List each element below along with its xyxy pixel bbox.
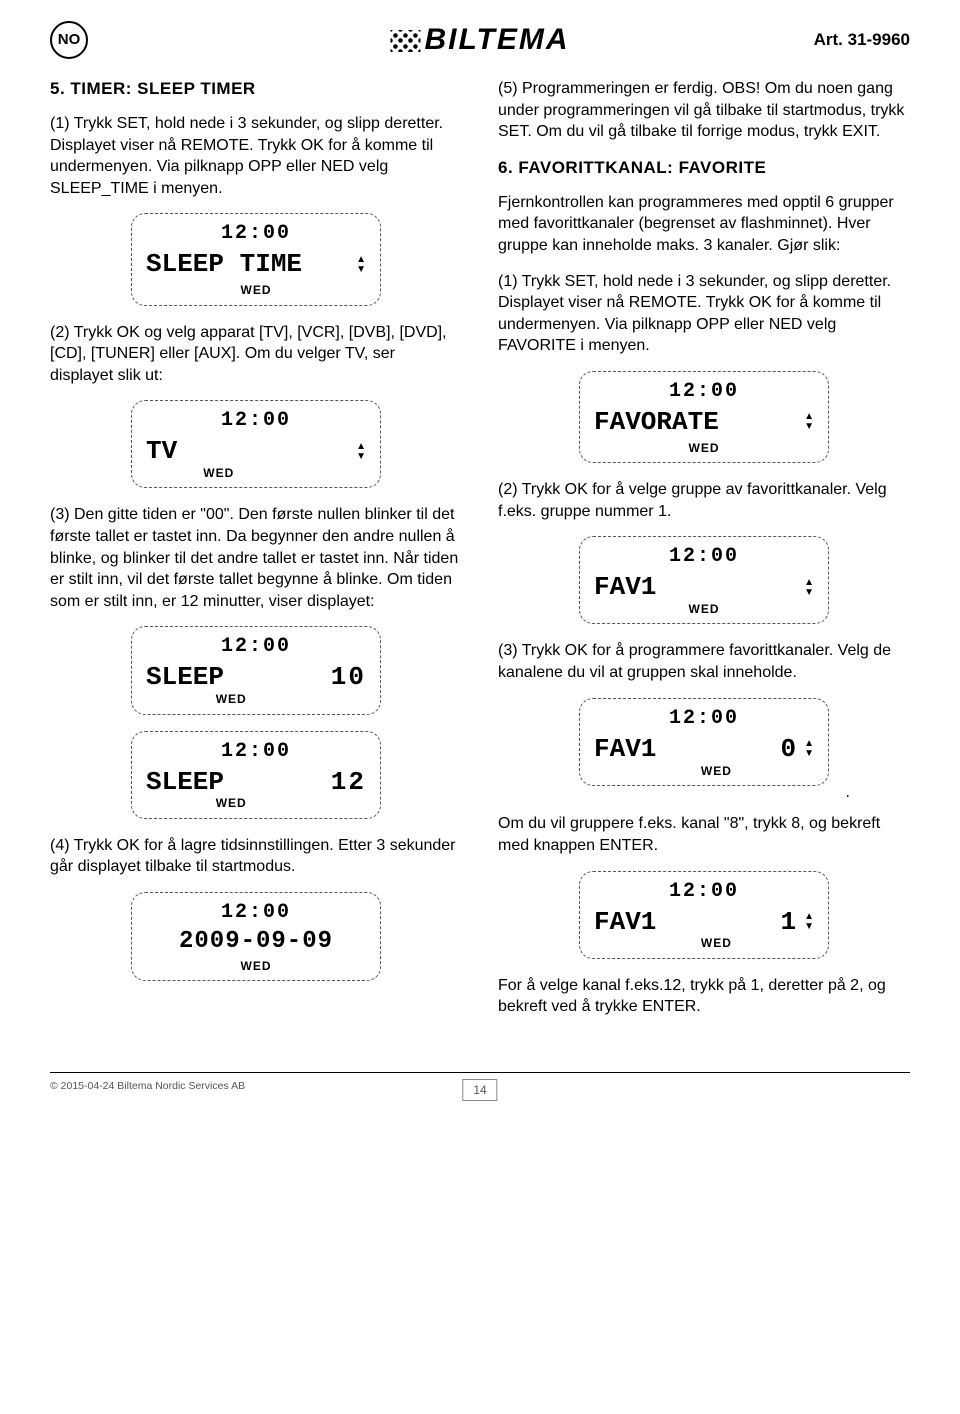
right-enter-note: Om du vil gruppere f.eks. kanal "8", try…	[498, 813, 910, 856]
lcd-time: 12:00	[146, 899, 366, 926]
lcd-day: WED	[146, 958, 366, 974]
logo-dots-icon	[390, 30, 420, 52]
lcd-time: 12:00	[146, 407, 366, 434]
lcd-time: 12:00	[146, 633, 366, 660]
lcd-main-text: SLEEP TIME	[146, 247, 302, 282]
lcd-day: WED	[689, 601, 720, 617]
updown-arrows-icon: ▲ ▼	[804, 739, 814, 759]
lcd-main-left: SLEEP	[146, 765, 224, 800]
lcd-main-left: FAV1	[594, 905, 656, 940]
right-column: (5) Programmeringen er ferdig. OBS! Om d…	[498, 78, 910, 1032]
updown-arrows-icon: ▲ ▼	[356, 442, 366, 462]
lcd-day: WED	[146, 282, 366, 298]
right-step-2: (2) Trykk OK for å velge gruppe av favor…	[498, 479, 910, 522]
brand-logo: BILTEMA	[390, 20, 569, 61]
copyright-text: © 2015-04-24 Biltema Nordic Services AB	[50, 1080, 245, 1092]
lcd-tv: 12:00 TV ▲ ▼ WED	[131, 400, 381, 488]
logo-text: BILTEMA	[424, 23, 569, 56]
lcd-main-right: 10	[331, 660, 366, 695]
left-step-2: (2) Trykk OK og velg apparat [TV], [VCR]…	[50, 322, 462, 387]
lcd-day: WED	[701, 763, 732, 779]
lcd-sleep-10: 12:00 SLEEP 10 WED	[131, 626, 381, 714]
lcd-time: 12:00	[594, 378, 814, 405]
lcd-main-text: FAVORATE	[594, 405, 719, 440]
language-badge: NO	[50, 21, 88, 59]
lcd-time: 12:00	[594, 705, 814, 732]
lcd-fav1: 12:00 FAV1 ▲ ▼ WED	[579, 536, 829, 624]
updown-arrows-icon: ▲ ▼	[804, 578, 814, 598]
lcd-day: WED	[216, 795, 247, 811]
section-6-title: 6. FAVORITTKANAL: FAVORITE	[498, 157, 910, 180]
left-column: 5. TIMER: SLEEP TIMER (1) Trykk SET, hol…	[50, 78, 462, 1032]
updown-arrows-icon: ▲ ▼	[804, 912, 814, 932]
lcd-day: WED	[203, 465, 234, 481]
page-header: NO BILTEMA Art. 31-9960	[50, 20, 910, 60]
lcd-main-text: FAV1	[594, 570, 656, 605]
left-step-5: (5) Programmeringen er ferdig. OBS! Om d…	[498, 78, 910, 143]
lcd-main-right: 0	[780, 732, 798, 767]
lcd-fav1-1: 12:00 FAV1 1 ▲ ▼ WED	[579, 871, 829, 959]
lcd-time: 12:00	[146, 738, 366, 765]
lcd-time: 12:00	[594, 543, 814, 570]
right-step-1: (1) Trykk SET, hold nede i 3 sekunder, o…	[498, 271, 910, 357]
updown-arrows-icon: ▲ ▼	[356, 255, 366, 275]
article-number: Art. 31-9960	[814, 29, 910, 52]
lcd-date: 12:00 2009-09-09 WED	[131, 892, 381, 982]
lcd-time: 12:00	[146, 220, 366, 247]
lcd-fav1-0: 12:00 FAV1 0 ▲ ▼ WED	[579, 698, 829, 786]
page-footer: © 2015-04-24 Biltema Nordic Services AB …	[50, 1072, 910, 1099]
right-last-note: For å velge kanal f.eks.12, trykk på 1, …	[498, 975, 910, 1018]
section-5-title: 5. TIMER: SLEEP TIMER	[50, 78, 462, 101]
lcd-main-left: SLEEP	[146, 660, 224, 695]
updown-arrows-icon: ▲ ▼	[804, 412, 814, 432]
lcd-main-left: FAV1	[594, 732, 656, 767]
lcd-sleep-time: 12:00 SLEEP TIME ▲ ▼ WED	[131, 213, 381, 305]
lcd-sleep-12: 12:00 SLEEP 12 WED	[131, 731, 381, 819]
left-step-3: (3) Den gitte tiden er "00". Den første …	[50, 504, 462, 612]
left-step-4: (4) Trykk OK for å lagre tidsinnstilling…	[50, 835, 462, 878]
right-intro: Fjernkontrollen kan programmeres med opp…	[498, 192, 910, 257]
lcd-main-center: 2009-09-09	[146, 926, 366, 958]
right-step-3: (3) Trykk OK for å programmere favorittk…	[498, 640, 910, 683]
lcd-time: 12:00	[594, 878, 814, 905]
left-step-1: (1) Trykk SET, hold nede i 3 sekunder, o…	[50, 113, 462, 199]
lcd-main-right: 1	[780, 905, 798, 940]
lcd-day: WED	[594, 440, 814, 456]
lcd-main-right: 12	[331, 765, 366, 800]
lcd-favorate: 12:00 FAVORATE ▲ ▼ WED	[579, 371, 829, 463]
page-number: 14	[462, 1079, 497, 1101]
lcd-day: WED	[701, 935, 732, 951]
lcd-day: WED	[216, 691, 247, 707]
lcd-main-text: TV	[146, 434, 177, 469]
